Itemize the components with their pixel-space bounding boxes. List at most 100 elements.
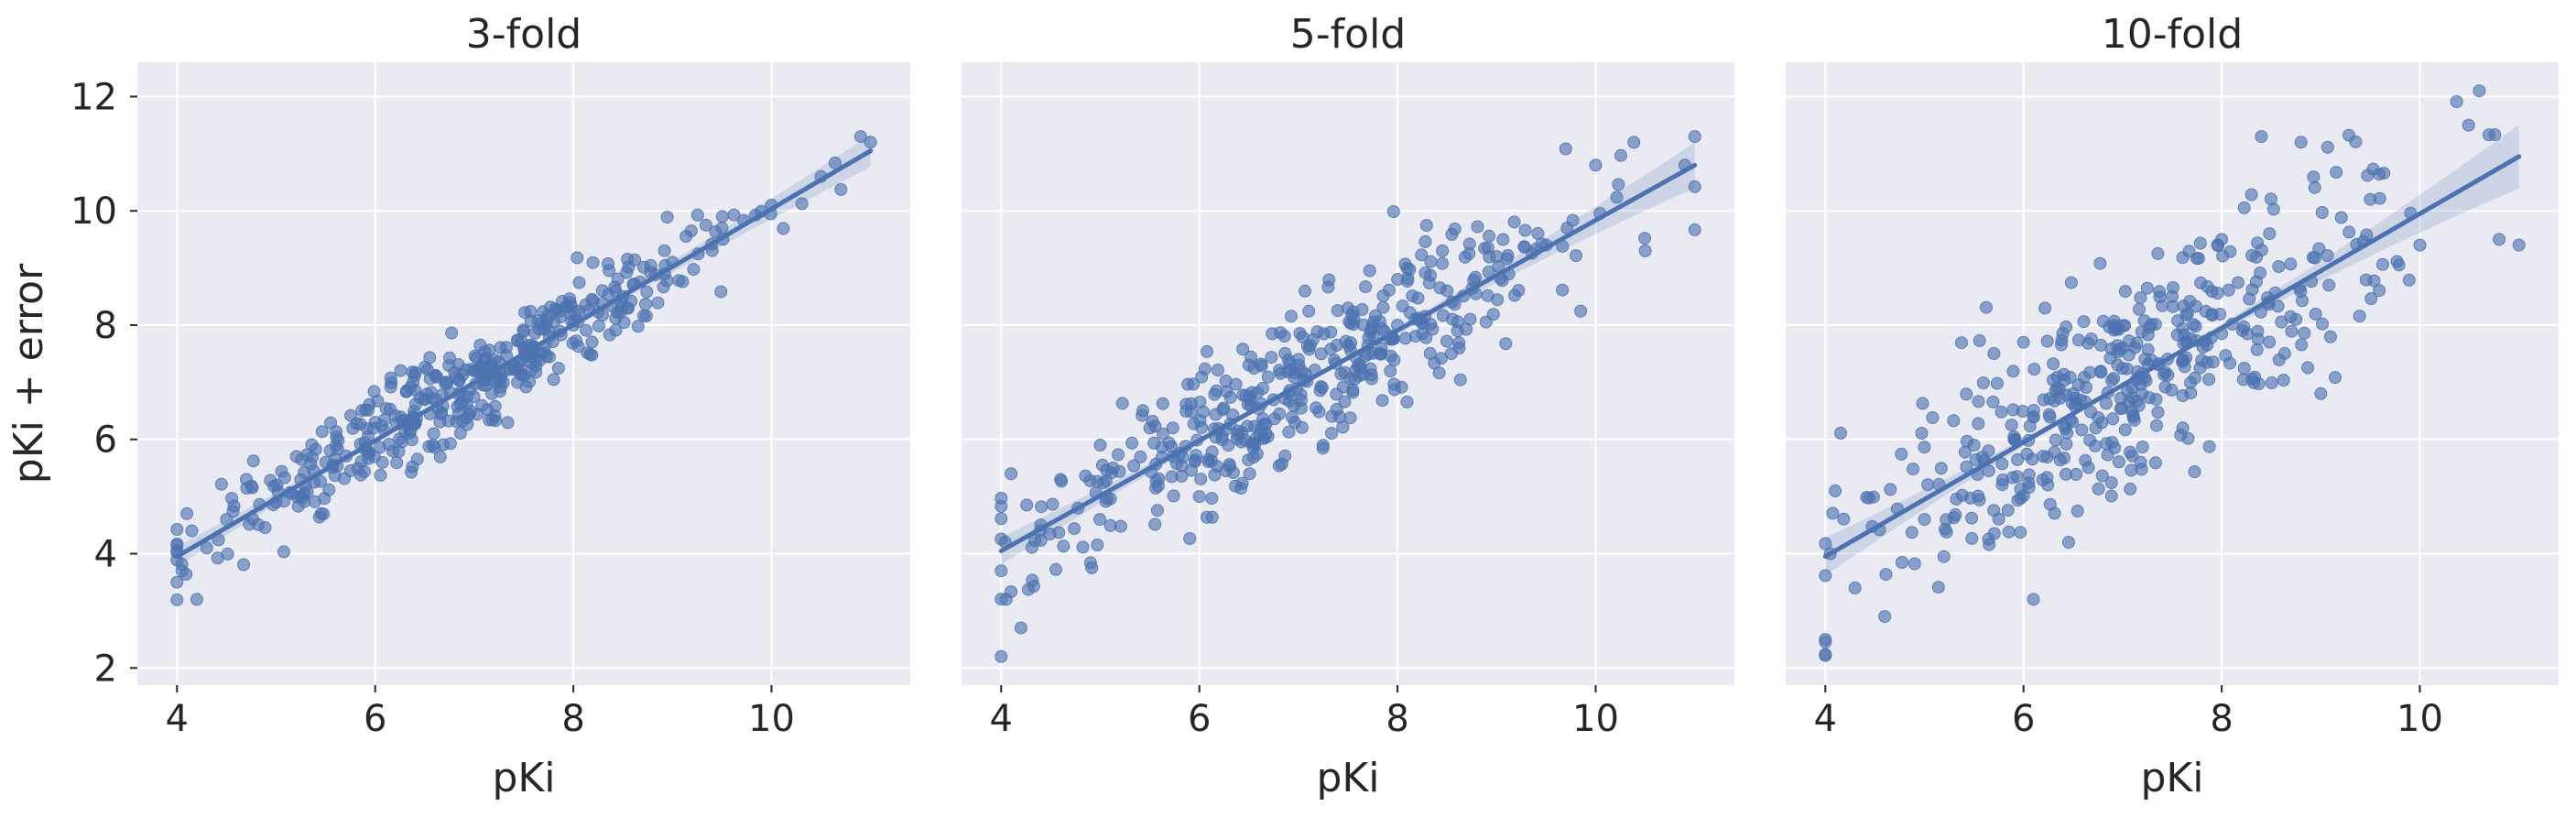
data-point xyxy=(418,393,431,407)
data-point xyxy=(2219,349,2233,363)
data-point xyxy=(2083,365,2097,379)
data-point xyxy=(1035,500,1049,514)
data-point xyxy=(2322,278,2336,292)
data-point xyxy=(2188,465,2201,478)
data-point xyxy=(1188,455,1201,469)
regression-line-5-fold xyxy=(998,162,1698,553)
data-point xyxy=(585,335,599,349)
data-point xyxy=(1151,479,1165,493)
data-point xyxy=(1093,439,1107,452)
data-point xyxy=(200,541,213,555)
data-point xyxy=(298,495,311,508)
data-point xyxy=(240,473,253,486)
data-point xyxy=(2473,84,2486,98)
data-point xyxy=(170,523,184,536)
data-point xyxy=(2118,423,2132,437)
data-point xyxy=(1299,284,1311,298)
data-point xyxy=(2002,525,2016,539)
data-point xyxy=(453,427,467,440)
data-point xyxy=(1112,448,1125,462)
data-point xyxy=(1324,325,1338,339)
data-point xyxy=(2263,335,2277,349)
data-point xyxy=(1423,346,1437,360)
data-point xyxy=(1085,561,1099,574)
data-point xyxy=(2094,365,2107,378)
data-point xyxy=(1115,397,1129,410)
data-point xyxy=(1333,410,1346,424)
data-point xyxy=(429,369,442,383)
data-point xyxy=(322,483,336,496)
data-point xyxy=(410,452,424,466)
data-point xyxy=(1947,414,1961,428)
data-point xyxy=(1419,219,1433,233)
data-point xyxy=(2043,497,2057,511)
data-point xyxy=(1895,447,1908,461)
data-point xyxy=(2166,289,2179,303)
data-point xyxy=(1963,491,1977,505)
data-point xyxy=(2014,526,2027,539)
data-point xyxy=(1878,610,1892,624)
data-point xyxy=(1627,136,1641,149)
data-point xyxy=(2375,257,2389,271)
data-point xyxy=(2151,406,2165,419)
data-point xyxy=(237,558,250,572)
data-point xyxy=(585,292,599,306)
data-point xyxy=(2284,310,2298,323)
data-point xyxy=(384,380,397,394)
data-point xyxy=(2298,326,2311,340)
data-point xyxy=(995,512,1008,526)
data-point xyxy=(1837,512,1851,526)
regression-line-10-fold xyxy=(1822,154,2522,560)
data-point xyxy=(2250,343,2264,356)
data-point xyxy=(1638,244,1652,257)
data-point xyxy=(1167,489,1180,503)
data-point xyxy=(473,338,487,352)
data-point xyxy=(637,260,650,274)
data-point xyxy=(581,346,594,360)
data-point xyxy=(1826,507,1840,520)
data-point xyxy=(468,349,482,363)
data-point xyxy=(2201,279,2214,293)
data-point xyxy=(2462,118,2475,132)
data-point xyxy=(1986,395,2000,408)
data-point xyxy=(2223,245,2237,258)
data-point xyxy=(2314,387,2328,400)
data-point xyxy=(2309,307,2322,321)
data-point xyxy=(1980,300,1993,314)
data-point xyxy=(2244,188,2258,202)
data-point xyxy=(1918,513,1931,527)
data-point xyxy=(1183,532,1197,545)
data-point xyxy=(315,425,329,439)
data-point xyxy=(2088,439,2102,452)
data-point xyxy=(1905,526,1918,539)
data-point xyxy=(2112,455,2125,469)
data-point xyxy=(344,408,357,422)
x-tick-label-10-5-fold: 10 xyxy=(1572,698,1619,740)
data-point xyxy=(2060,467,2072,481)
data-point xyxy=(676,275,690,289)
x-tick-label-6-3-fold: 6 xyxy=(364,698,386,740)
data-point xyxy=(2177,300,2190,313)
data-point xyxy=(2064,276,2078,289)
data-point xyxy=(2120,362,2134,376)
data-point xyxy=(551,362,565,375)
data-point xyxy=(1990,376,2004,390)
data-point xyxy=(715,210,729,223)
data-point xyxy=(1286,410,1299,424)
data-point xyxy=(1363,264,1376,278)
data-point xyxy=(2353,310,2366,323)
data-point xyxy=(2251,332,2265,346)
data-point xyxy=(2294,136,2308,149)
data-point xyxy=(427,427,440,441)
data-point xyxy=(1278,346,1292,360)
data-point xyxy=(1976,376,1990,389)
data-point xyxy=(1937,550,1951,563)
data-point xyxy=(2143,321,2157,334)
data-point xyxy=(2222,283,2235,297)
data-point xyxy=(864,136,877,149)
data-point xyxy=(1570,249,1582,263)
data-point xyxy=(2140,281,2154,295)
data-point xyxy=(2402,273,2416,287)
data-point xyxy=(660,274,674,288)
data-point xyxy=(2077,315,2091,329)
